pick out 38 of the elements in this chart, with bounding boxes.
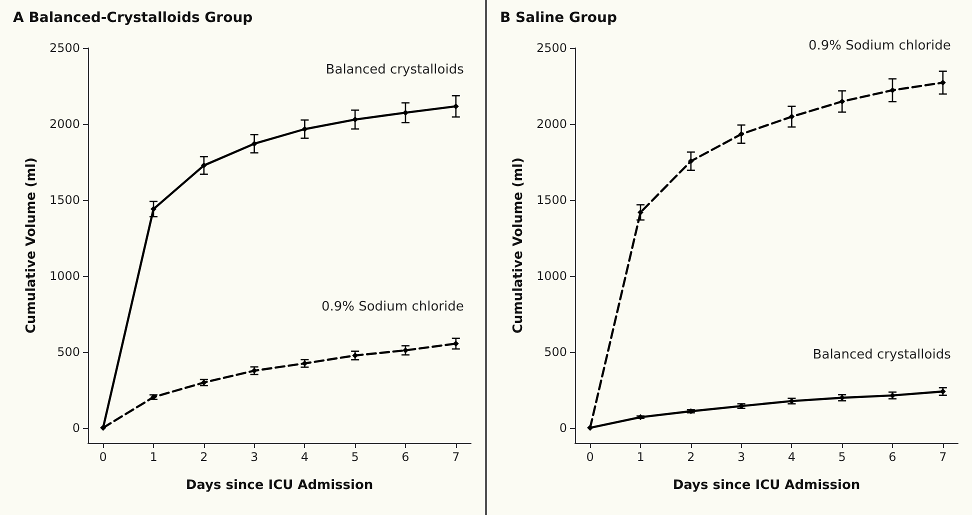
x-tick-label: 1 — [636, 450, 644, 464]
x-tick-label: 5 — [351, 450, 359, 464]
y-tick-label: 0 — [559, 420, 567, 435]
text: Balanced crystalloids — [326, 62, 464, 78]
x-tick-label: 3 — [250, 450, 258, 464]
x-tick-label: 3 — [737, 450, 746, 464]
y-axis-title: Cumulative Volume (ml) — [511, 157, 526, 334]
y-tick-label: 2500 — [49, 41, 80, 55]
text: 0.9% Sodium chloride — [808, 38, 951, 54]
text: Balanced crystalloids — [812, 348, 952, 362]
x-tick-label: 7 — [939, 450, 947, 464]
x-tick-label: 2 — [200, 450, 208, 464]
y-tick-label: 0 — [72, 420, 80, 435]
x-tick-label: 4 — [300, 450, 309, 464]
x-tick-label: 6 — [888, 450, 896, 464]
x-tick-label: 4 — [788, 450, 796, 464]
text: 0.9% Sodium chloride — [321, 300, 464, 315]
x-axis-title: Days since ICU Admission — [672, 478, 860, 493]
x-tick-label: 1 — [150, 450, 158, 464]
y-tick-label: 500 — [57, 344, 80, 359]
chart-title: A Balanced-Crystalloids Group — [13, 10, 253, 26]
y-tick-label: 1500 — [536, 192, 567, 207]
y-axis-title: Cumulative Volume (ml) — [24, 157, 39, 334]
x-tick-label: 5 — [838, 450, 846, 464]
y-tick-label: 2000 — [536, 116, 567, 131]
y-tick-label: 2500 — [536, 41, 567, 55]
x-tick-label: 0 — [99, 450, 107, 464]
x-tick-label: 2 — [687, 450, 695, 464]
x-tick-label: 0 — [586, 450, 594, 464]
y-tick-label: 1000 — [49, 268, 80, 283]
y-tick-label: 1000 — [536, 268, 567, 283]
y-tick-label: 1500 — [49, 192, 80, 207]
y-tick-label: 2000 — [49, 116, 80, 131]
x-tick-label: 6 — [402, 450, 410, 464]
y-tick-label: 500 — [544, 344, 567, 359]
x-axis-title: Days since ICU Admission — [186, 478, 374, 493]
chart-title: B Saline Group — [500, 10, 618, 26]
x-tick-label: 7 — [452, 450, 460, 464]
